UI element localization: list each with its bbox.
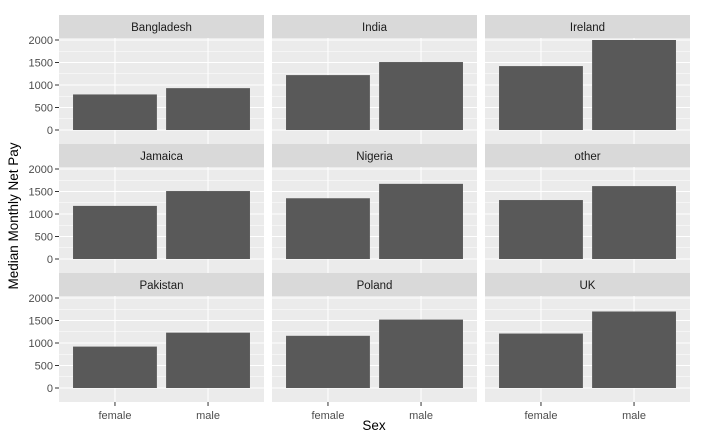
bar-male xyxy=(379,319,463,388)
x-tick-label: male xyxy=(409,410,433,422)
y-tick-label: 1000 xyxy=(29,80,53,92)
facet-panels: Bangladesh 0 500 1000 1500 2000 India Ireland Ja… xyxy=(29,15,690,422)
bar-female xyxy=(286,198,370,259)
facet-panel: Ireland xyxy=(485,15,690,144)
facet-panel: other xyxy=(485,144,690,273)
facet-panel: Pakistan 0 500 1000 1500 2000 female male xyxy=(29,273,264,422)
x-tick-label: female xyxy=(98,410,131,422)
y-tick-label: 0 xyxy=(47,125,53,137)
facet-strip-label: Nigeria xyxy=(356,151,393,163)
bar-male xyxy=(166,332,250,388)
y-tick-label: 500 xyxy=(35,232,53,244)
facet-panel: Poland female male xyxy=(272,273,477,422)
facet-strip-label: India xyxy=(362,22,388,34)
y-axis-title: Median Monthly Net Pay xyxy=(6,142,21,289)
facet-panel: Bangladesh 0 500 1000 1500 2000 xyxy=(29,15,264,144)
facet-strip xyxy=(59,273,264,296)
facet-strip xyxy=(485,144,690,167)
bar-female xyxy=(73,205,157,259)
bar-female xyxy=(286,335,370,388)
y-tick-label: 500 xyxy=(35,361,53,373)
facet-strip-label: Pakistan xyxy=(139,280,183,292)
bar-female xyxy=(73,346,157,388)
y-tick-label: 1500 xyxy=(29,316,53,328)
y-tick-label: 2000 xyxy=(29,35,53,47)
bar-male xyxy=(379,62,463,130)
facet-panel: UK female male xyxy=(485,273,690,422)
facet-strip-label: Poland xyxy=(357,280,393,292)
y-tick-label: 1500 xyxy=(29,58,53,70)
facet-strip-label: Jamaica xyxy=(140,151,183,163)
facet-strip xyxy=(485,273,690,296)
facet-strip xyxy=(272,144,477,167)
y-tick-label: 1000 xyxy=(29,338,53,350)
facet-strip-label: Ireland xyxy=(570,22,605,34)
bar-male xyxy=(592,40,676,130)
bar-female xyxy=(286,75,370,130)
y-tick-label: 2000 xyxy=(29,164,53,176)
facet-strip-label: other xyxy=(574,151,600,163)
facet-strip xyxy=(272,273,477,296)
x-tick-label: male xyxy=(622,410,646,422)
y-tick-label: 2000 xyxy=(29,293,53,305)
facet-strip xyxy=(272,15,477,38)
x-tick-label: male xyxy=(196,410,220,422)
y-tick-label: 1000 xyxy=(29,209,53,221)
facet-panel: Nigeria xyxy=(272,144,477,273)
bar-male xyxy=(592,311,676,388)
facet-panel: India xyxy=(272,15,477,144)
facet-strip-label: Bangladesh xyxy=(131,22,192,34)
x-tick-label: female xyxy=(311,410,344,422)
bar-female xyxy=(73,94,157,130)
bar-female xyxy=(499,333,583,388)
y-tick-label: 1500 xyxy=(29,187,53,199)
x-axis-title: Sex xyxy=(362,418,386,433)
bar-male xyxy=(379,183,463,259)
bar-male xyxy=(592,186,676,259)
x-tick-label: female xyxy=(524,410,557,422)
y-tick-label: 0 xyxy=(47,383,53,395)
facet-strip xyxy=(59,15,264,38)
bar-female xyxy=(499,200,583,259)
y-tick-label: 500 xyxy=(35,103,53,115)
facet-strip xyxy=(485,15,690,38)
bar-male xyxy=(166,88,250,130)
bar-female xyxy=(499,66,583,130)
y-tick-label: 0 xyxy=(47,254,53,266)
facet-panel: Jamaica 0 500 1000 1500 2000 xyxy=(29,144,264,273)
facet-strip-label: UK xyxy=(580,280,596,292)
facet-strip xyxy=(59,144,264,167)
bar-male xyxy=(166,191,250,259)
